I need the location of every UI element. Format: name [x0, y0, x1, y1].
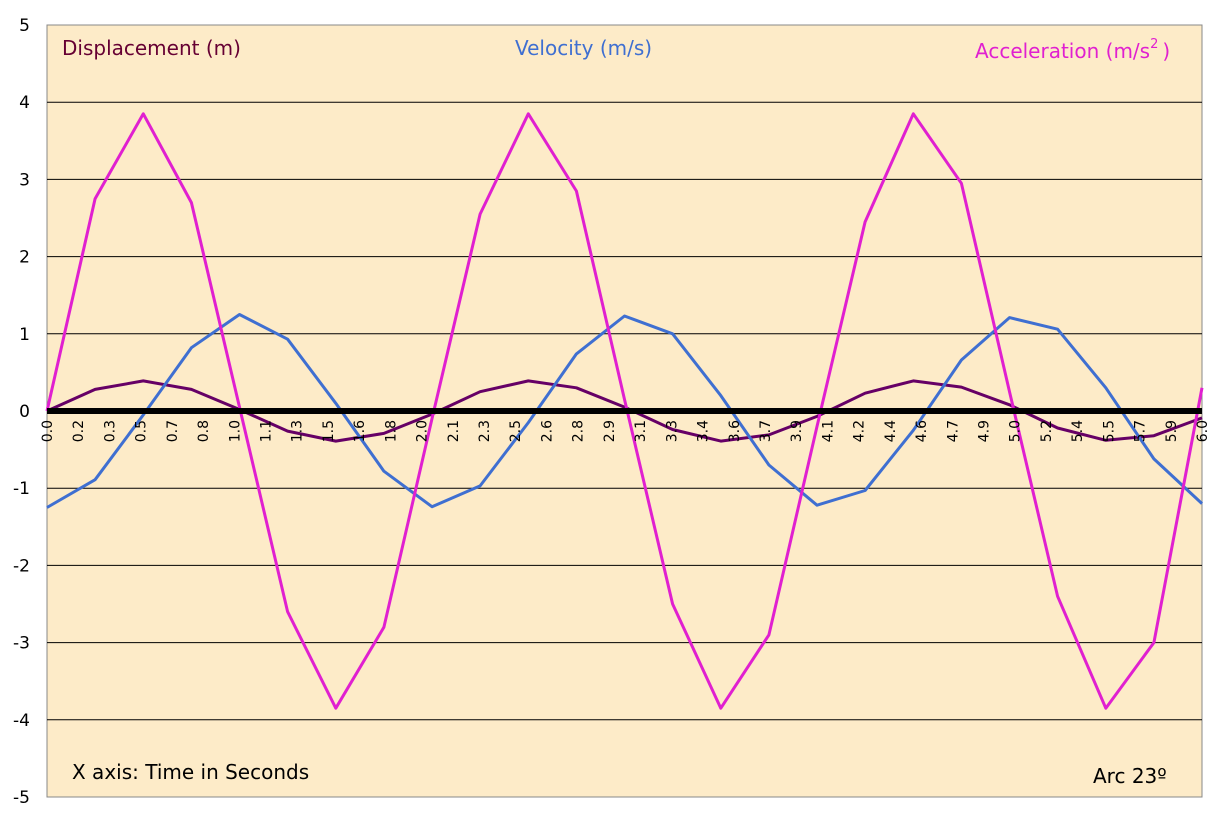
x-tick-label: 0.0 — [40, 420, 56, 442]
x-tick-label: 5.2 — [1039, 420, 1055, 442]
legend-acceleration-close: ) — [1162, 39, 1170, 63]
x-tick-label: 2.9 — [602, 420, 618, 442]
x-tick-label: 2.1 — [446, 420, 462, 442]
y-tick-label: 3 — [19, 170, 30, 190]
x-tick-label: 5.9 — [1164, 420, 1180, 442]
x-tick-label: 5.0 — [1008, 420, 1024, 442]
legend-acceleration-exponent: 2 — [1150, 37, 1158, 52]
series-line — [45, 112, 1204, 710]
x-tick-label: 2.0 — [415, 420, 431, 442]
y-tick-label: -4 — [13, 711, 30, 731]
x-tick-label: 3.9 — [789, 420, 805, 442]
x-tick-label: 4.6 — [914, 420, 930, 442]
x-tick-label: 4.1 — [820, 420, 836, 442]
y-tick-label: -3 — [13, 634, 30, 654]
x-tick-label: 3.6 — [727, 420, 743, 442]
x-tick-label: 0.7 — [165, 420, 181, 442]
y-tick-label: 1 — [19, 325, 30, 345]
x-tick-label: 5.5 — [1101, 420, 1117, 442]
x-tick-label: 1.6 — [352, 420, 368, 442]
x-tick-label: 1.5 — [321, 420, 337, 442]
y-tick-label: -2 — [13, 556, 30, 576]
x-tick-label: 1.3 — [290, 420, 306, 442]
x-tick-label: 2.5 — [508, 420, 524, 442]
x-tick-label: 3.7 — [758, 420, 774, 442]
x-tick-label: 2.6 — [539, 420, 555, 442]
y-tick-label: 5 — [19, 16, 30, 36]
x-tick-label: 5.7 — [1133, 420, 1149, 442]
x-tick-label: 6.0 — [1195, 420, 1211, 442]
y-tick-label: 4 — [19, 93, 30, 113]
y-tick-label: -5 — [13, 788, 30, 808]
x-tick-label: 0.2 — [71, 420, 87, 442]
x-tick-label: 3.1 — [633, 420, 649, 442]
x-tick-label: 5.4 — [1070, 420, 1086, 442]
x-tick-label: 4.4 — [883, 420, 899, 442]
gridlines — [47, 101, 1202, 721]
arc-label: Arc 23º — [1093, 764, 1167, 788]
y-axis-ticks: 5 4 3 2 1 0 -1 -2 -3 -4 -5 — [13, 16, 30, 808]
series-line — [46, 313, 1204, 509]
legend-velocity: Velocity (m/s) — [515, 36, 652, 60]
legend-acceleration-text: Acceleration (m/s — [975, 39, 1150, 63]
y-tick-label: 0 — [19, 402, 30, 422]
x-tick-label: 0.8 — [196, 420, 212, 442]
x-tick-label: 0.5 — [134, 420, 150, 442]
x-tick-label: 1.8 — [383, 420, 399, 442]
y-tick-label: 2 — [19, 248, 30, 268]
x-axis-title: X axis: Time in Seconds — [72, 760, 309, 784]
x-tick-label: 3.3 — [664, 420, 680, 442]
legend-displacement: Displacement (m) — [62, 36, 241, 60]
x-axis-ticks: 0.0 0.2 0.3 0.5 0.7 0.8 1.0 1.1 1.3 1.5 1.6 1.8 2.0 2… — [40, 420, 1211, 442]
legend-acceleration: Acceleration (m/s2) — [975, 37, 1170, 63]
x-tick-label: 2.3 — [477, 420, 493, 442]
x-tick-label: 3.4 — [696, 420, 712, 442]
x-tick-label: 2.8 — [571, 420, 587, 442]
x-tick-label: 0.3 — [102, 420, 118, 442]
y-tick-label: -1 — [13, 479, 30, 499]
x-tick-label: 1.1 — [259, 420, 275, 442]
x-tick-label: 4.7 — [945, 420, 961, 442]
x-tick-label: 1.0 — [227, 420, 243, 442]
x-tick-label: 4.9 — [976, 420, 992, 442]
x-tick-label: 4.2 — [852, 420, 868, 442]
